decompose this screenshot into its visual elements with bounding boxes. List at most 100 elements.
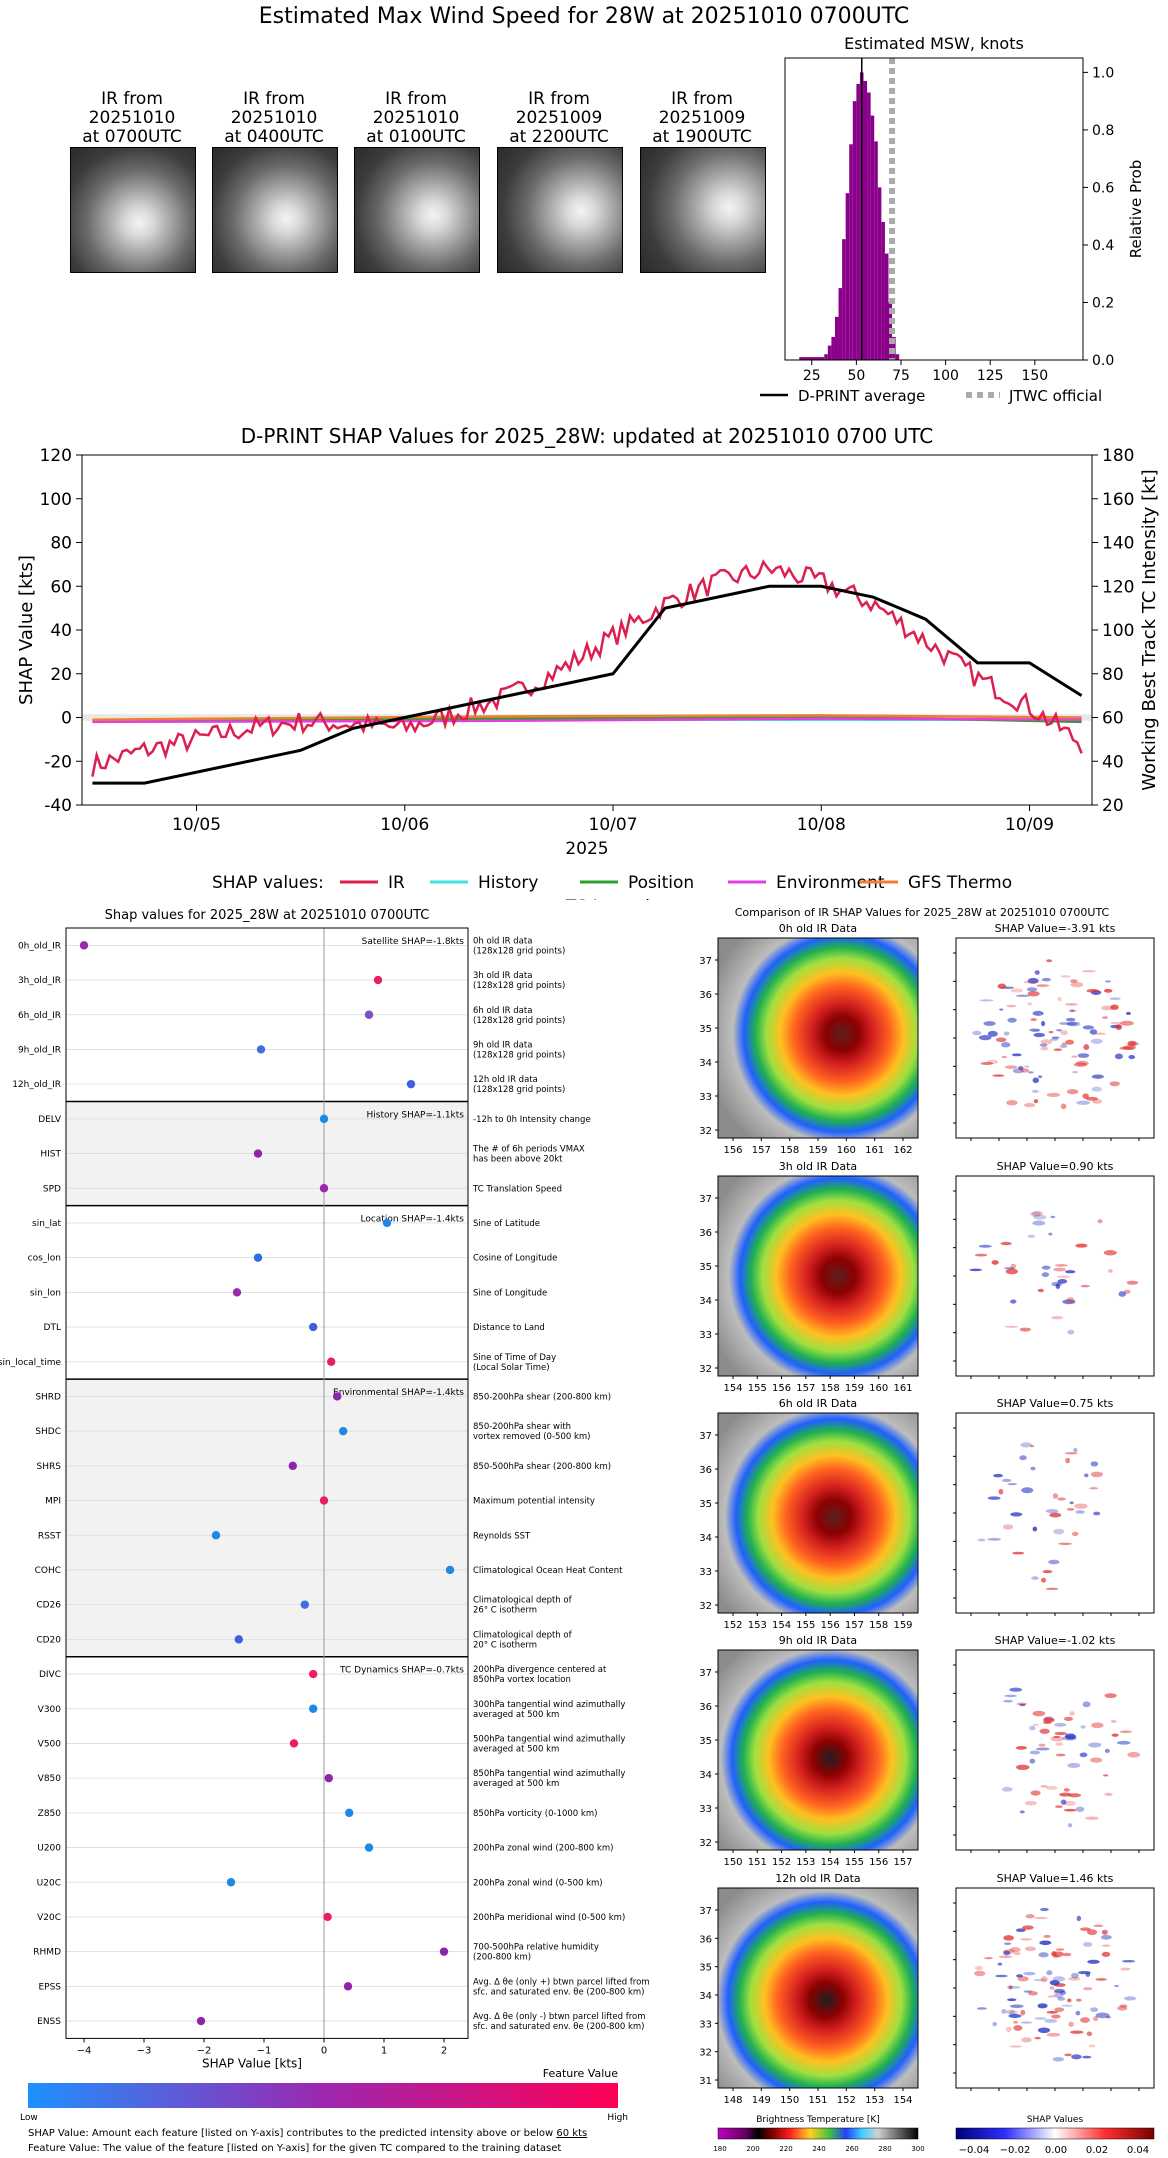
shap-colorbar-tick: −0.04 — [959, 2145, 990, 2156]
shap-blob — [987, 1030, 998, 1037]
feat-desc: averaged at 500 km — [473, 1710, 559, 1720]
ir-panel-image — [717, 1887, 919, 2089]
hist-bar — [834, 316, 839, 360]
feat-desc: sfc. and saturated env. θe (200-800 km) — [473, 1987, 645, 1997]
shap-blob — [1057, 996, 1062, 1002]
sat-title-line1: IR from — [243, 89, 305, 109]
shap-blob — [1075, 1806, 1085, 1812]
feat-desc: Maximum potential intensity — [473, 1497, 595, 1507]
feat-desc: 12h old IR data — [473, 1075, 538, 1085]
colorbar-high-label: High — [607, 2113, 628, 2123]
ir-xtick-label: 153 — [865, 2095, 884, 2106]
shap-blob — [1101, 1005, 1115, 1011]
shap-blob — [1062, 1299, 1076, 1305]
shap-blob — [1037, 1288, 1044, 1293]
shap-blob — [1013, 2025, 1023, 2031]
shap-colorbar-title: SHAP Values — [1027, 2115, 1084, 2125]
feat-desc: Reynolds SST — [473, 1531, 531, 1541]
feat-point — [319, 1184, 329, 1193]
shap-blob — [1091, 1722, 1104, 1729]
bt-colorbar-tick: 280 — [878, 2145, 891, 2153]
hist-ytick-label: 0.2 — [1092, 295, 1114, 311]
sat-image-title-0: IR from 20251010 at 0700UTC — [67, 90, 197, 147]
feat-desc: 700-500hPa relative humidity — [473, 1943, 599, 1953]
feat-name: EPSS — [38, 1982, 61, 1992]
shap-blob — [1068, 2021, 1074, 2027]
shap-blob — [1104, 1792, 1113, 1797]
ir-xtick-label: 160 — [837, 1145, 856, 1156]
shap-blob — [1071, 1972, 1079, 1979]
sat-title-line3: at 2200UTC — [509, 127, 609, 147]
shap-blob — [1060, 975, 1071, 978]
ts-ytick2-label: 180 — [1102, 446, 1134, 466]
shap-blob — [1016, 1745, 1027, 1750]
shap-blob — [1104, 1748, 1110, 1754]
ts-ylabel2: Working Best Track TC Intensity [kt] — [1139, 469, 1160, 790]
shap-blob — [1004, 1694, 1017, 1698]
hist-frame — [784, 57, 1084, 361]
shap-blob — [1003, 1950, 1011, 1956]
shap-blob — [1055, 1742, 1064, 1747]
hist-bar — [874, 141, 878, 360]
shap-blob — [1093, 1511, 1101, 1516]
sat-title-line3: at 1900UTC — [652, 127, 752, 147]
feat-desc: 200hPa zonal wind (0-500 km) — [473, 1878, 603, 1888]
ir-xtick-label: 152 — [772, 1857, 791, 1868]
shap-blob — [1068, 1976, 1081, 1981]
ir-ytick-label: 37 — [699, 1906, 712, 1917]
feat-point — [300, 1600, 309, 1609]
sat-ir-image-4 — [640, 147, 766, 273]
ir-ytick-label: 34 — [699, 1058, 712, 1069]
shap-blob — [1064, 1733, 1076, 1740]
feat-name: SPD — [43, 1184, 61, 1194]
shap-blob — [1074, 1503, 1088, 1509]
hist-xtick-label: 50 — [847, 368, 865, 384]
feat-xlabel: SHAP Value [kts] — [202, 2056, 302, 2070]
shap-blob — [974, 1253, 988, 1257]
shap-blob — [1020, 1068, 1030, 1073]
ir-ytick-label: 37 — [699, 956, 712, 967]
feat-group-label: Location SHAP=-1.4kts — [360, 1215, 464, 1225]
shap-blob — [1029, 1758, 1036, 1764]
feat-point — [343, 1982, 353, 1991]
shap-blob — [1101, 1951, 1111, 1957]
shap-blob — [999, 1008, 1004, 1011]
shap-blob — [1114, 1984, 1119, 1988]
ir-xtick-label: 158 — [869, 1620, 888, 1631]
shap-blob — [1060, 1030, 1068, 1036]
ts-ytick-label: 120 — [40, 446, 72, 466]
hist-bar — [831, 336, 835, 360]
shap-blob — [1001, 1786, 1013, 1792]
feat-name: CD26 — [36, 1601, 61, 1611]
feat-point — [323, 1912, 332, 1922]
shap-blob — [1028, 1028, 1040, 1032]
shap-blob — [1053, 1267, 1066, 1272]
shap-blob — [992, 2021, 997, 2027]
ir-ytick-label: 32 — [699, 1364, 712, 1375]
feat-xtick-label: −1 — [257, 2045, 272, 2056]
feat-point — [339, 1426, 348, 1436]
colorbar-title: Feature Value — [543, 2067, 619, 2080]
ir-ytick-label: 37 — [699, 1668, 712, 1679]
feat-title: Shap values for 2025_28W at 20251010 070… — [105, 908, 430, 923]
sat-ir-image-1 — [212, 147, 338, 273]
ts-ytick-label: 100 — [40, 490, 72, 510]
shap-blob — [1039, 1043, 1048, 1047]
ts-legend-title: SHAP values: — [212, 873, 324, 893]
feat-point — [253, 1149, 263, 1158]
shap-blob — [1082, 1093, 1089, 1099]
shap-panel-title: SHAP Value=-1.02 kts — [995, 1634, 1116, 1647]
feat-name: COHC — [35, 1566, 61, 1576]
hist-bar — [881, 221, 885, 360]
shap-colorbar-tick: 0.02 — [1086, 2145, 1108, 2156]
shap-blob — [1039, 1940, 1052, 1946]
ts-ytick-label: 80 — [50, 534, 72, 554]
ts-xtick-label: 10/07 — [589, 815, 638, 835]
ir-xtick-label: 161 — [865, 1145, 884, 1156]
shap-blob — [1054, 2007, 1065, 2012]
shap-blob — [1080, 1284, 1090, 1288]
shap-blob — [1070, 981, 1084, 988]
shap-blob — [1060, 1799, 1067, 1805]
shap-blob — [1003, 1699, 1014, 1703]
feat-group-band — [66, 1379, 468, 1657]
